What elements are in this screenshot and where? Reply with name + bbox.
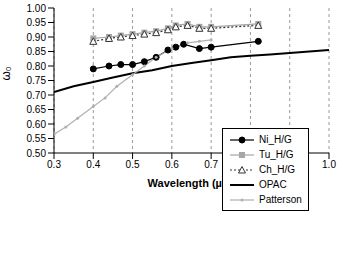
svg-text:0.85: 0.85 [27, 46, 47, 57]
svg-text:0.55: 0.55 [27, 133, 47, 144]
svg-text:0.65: 0.65 [27, 104, 47, 115]
svg-text:0.3: 0.3 [47, 159, 61, 170]
svg-text:0.70: 0.70 [27, 90, 47, 101]
svg-text:0.50: 0.50 [27, 148, 47, 159]
svg-text:0.6: 0.6 [165, 159, 179, 170]
svg-text:0.4: 0.4 [86, 159, 100, 170]
svg-text:ω₀: ω₀ [8, 66, 13, 80]
svg-text:0.80: 0.80 [27, 61, 47, 72]
svg-text:0.8: 0.8 [243, 159, 257, 170]
svg-text:0.9: 0.9 [283, 159, 297, 170]
svg-text:Wavelength (µm): Wavelength (µm) [148, 177, 236, 189]
svg-text:0.60: 0.60 [27, 119, 47, 130]
svg-text:0.95: 0.95 [27, 17, 47, 28]
svg-text:0.7: 0.7 [204, 159, 218, 170]
svg-text:1.00: 1.00 [27, 3, 47, 14]
svg-text:0.75: 0.75 [27, 75, 47, 86]
svg-text:1.0: 1.0 [322, 159, 335, 170]
svg-text:0.90: 0.90 [27, 32, 47, 43]
svg-text:0.5: 0.5 [126, 159, 140, 170]
